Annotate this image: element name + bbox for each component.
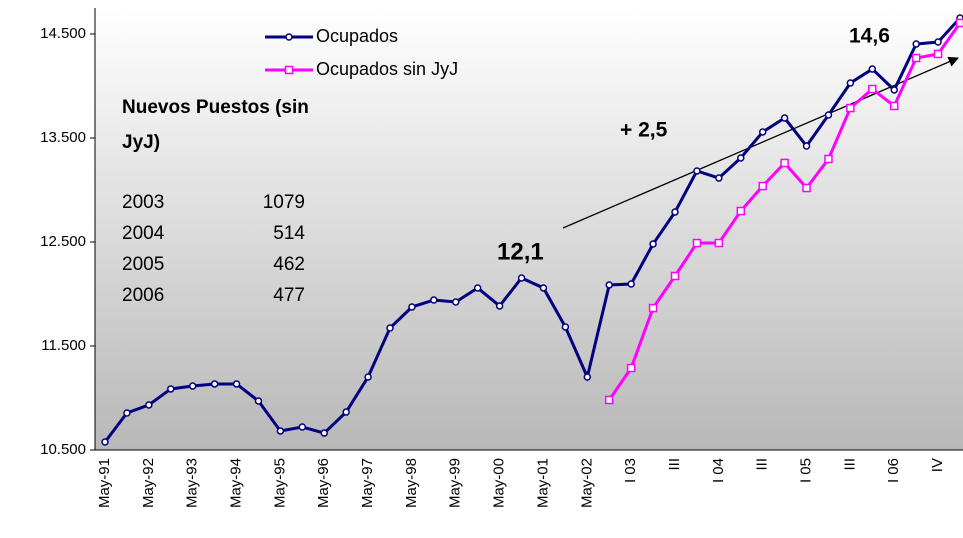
x-tick-label: May-92 <box>140 458 157 508</box>
x-tick-label: May-96 <box>315 458 332 508</box>
x-tick-label: May-91 <box>96 458 113 508</box>
point <box>650 241 656 247</box>
point <box>716 175 722 181</box>
point <box>409 304 415 310</box>
point <box>869 86 876 93</box>
x-tick-label: III <box>841 458 858 471</box>
x-tick-label: May-99 <box>447 458 464 508</box>
annotation: + 2,5 <box>620 119 668 142</box>
point <box>672 273 679 280</box>
table-value: 477 <box>273 285 305 306</box>
point <box>759 183 766 190</box>
x-tick-label: May-95 <box>271 458 288 508</box>
y-tick-label: 12.500 <box>40 233 86 250</box>
x-tick-label: May-94 <box>228 458 245 508</box>
point <box>365 374 371 380</box>
point <box>343 409 349 415</box>
point <box>825 112 831 118</box>
point <box>825 156 832 163</box>
x-tick-label: I 05 <box>798 458 815 483</box>
point <box>277 428 283 434</box>
point <box>255 398 261 404</box>
x-tick-label: I 04 <box>710 458 727 483</box>
y-tick-label: 13.500 <box>40 129 86 146</box>
point <box>519 275 525 281</box>
point <box>694 168 700 174</box>
y-tick-label: 14.500 <box>40 25 86 42</box>
point <box>475 285 481 291</box>
table-year: 2003 <box>122 192 164 213</box>
point <box>431 297 437 303</box>
point <box>935 39 941 45</box>
point <box>321 430 327 436</box>
point <box>497 303 503 309</box>
point <box>606 282 612 288</box>
x-tick-label: May-98 <box>403 458 420 508</box>
x-tick-label: May-93 <box>184 458 201 508</box>
point <box>190 383 196 389</box>
box-title: Nuevos Puestos (sin <box>122 97 309 118</box>
table-year: 2004 <box>122 223 165 244</box>
point <box>650 305 657 312</box>
point <box>957 19 963 26</box>
annotation: 12,1 <box>497 238 544 265</box>
point <box>760 129 766 135</box>
x-tick-label: I 03 <box>622 458 639 483</box>
x-tick-label: I 06 <box>885 458 902 483</box>
x-tick-label: May-97 <box>359 458 376 508</box>
point <box>606 396 613 403</box>
legend-label: Ocupados <box>316 26 398 46</box>
point <box>672 209 678 215</box>
point <box>212 381 218 387</box>
point <box>628 281 634 287</box>
annotation: 14,6 <box>849 25 890 48</box>
table-year: 2005 <box>122 254 164 275</box>
point <box>146 402 152 408</box>
x-tick-label: III <box>754 458 771 471</box>
point <box>737 208 744 215</box>
point <box>124 410 130 416</box>
x-tick-label: III <box>666 458 683 471</box>
point <box>693 240 700 247</box>
table-value: 462 <box>273 254 305 275</box>
table-year: 2006 <box>122 285 164 306</box>
point <box>847 80 853 86</box>
point <box>168 386 174 392</box>
table-value: 514 <box>273 223 305 244</box>
point <box>913 55 920 62</box>
point <box>628 365 635 372</box>
point <box>715 240 722 247</box>
point <box>869 66 875 72</box>
point <box>540 285 546 291</box>
point <box>891 87 897 93</box>
point <box>804 143 810 149</box>
point <box>913 41 919 47</box>
point <box>387 325 393 331</box>
point <box>738 155 744 161</box>
point <box>782 115 788 121</box>
point <box>562 324 568 330</box>
point <box>102 439 108 445</box>
box-title: JyJ) <box>122 132 160 153</box>
y-tick-label: 11.500 <box>41 337 86 354</box>
point <box>847 105 854 112</box>
point <box>891 102 898 109</box>
point <box>781 159 788 166</box>
point <box>453 299 459 305</box>
point <box>803 185 810 192</box>
point <box>234 381 240 387</box>
x-tick-label: May-00 <box>491 458 508 508</box>
legend-label: Ocupados sin JyJ <box>316 59 458 79</box>
legend-marker <box>286 67 293 74</box>
x-tick-label: May-01 <box>534 458 551 508</box>
point <box>935 50 942 57</box>
table-value: 1079 <box>263 192 305 213</box>
point <box>584 374 590 380</box>
legend-marker <box>286 34 292 40</box>
x-tick-label: IV <box>929 458 946 472</box>
x-tick-label: May-02 <box>578 458 595 508</box>
point <box>299 424 305 430</box>
y-tick-label: 10.500 <box>40 441 86 458</box>
